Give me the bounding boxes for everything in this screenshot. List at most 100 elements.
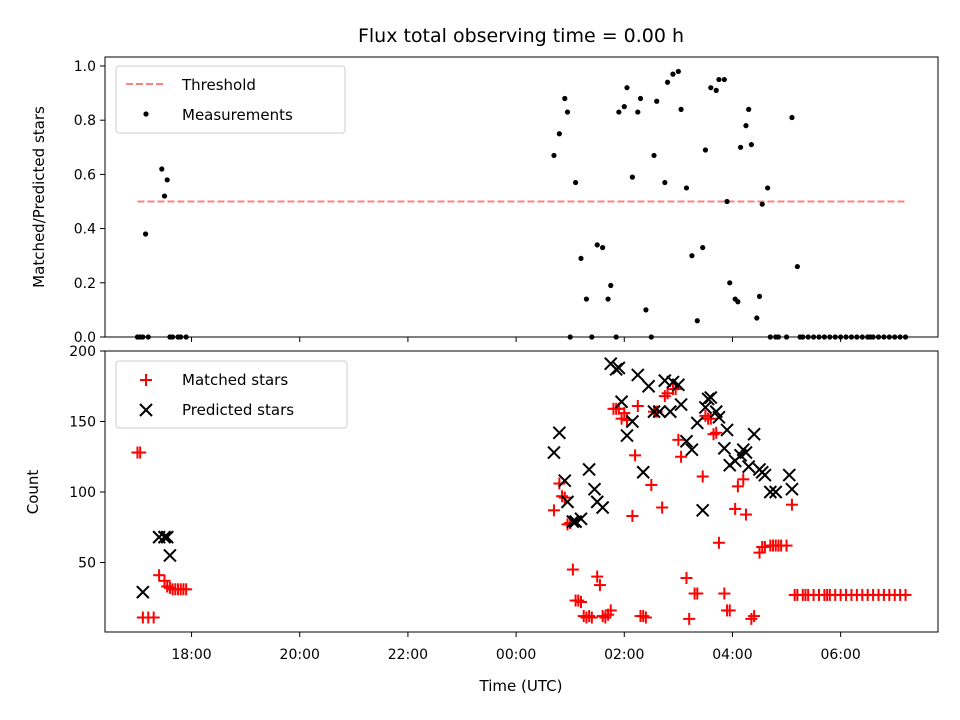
matched-star-point <box>547 504 560 517</box>
count-panel-y-axis: 50 100 150 200 <box>69 344 105 572</box>
measurement-point <box>637 95 644 102</box>
measurement-point <box>643 307 649 313</box>
measurement-point <box>683 185 690 191</box>
matched-star-point <box>758 540 771 553</box>
x-tick-label: 02:00 <box>604 647 644 663</box>
matched-star-point <box>604 604 617 617</box>
measurement-point <box>702 147 709 153</box>
predicted-star-point <box>582 462 596 477</box>
matched-star-point <box>899 588 912 601</box>
predicted-star-point <box>641 379 656 393</box>
matched-star-point <box>566 563 579 576</box>
measurement-point <box>843 334 849 340</box>
measurement-point <box>816 334 822 340</box>
matched-star-point <box>683 612 696 625</box>
measurement-point <box>142 231 149 237</box>
matched-star-point <box>629 449 642 462</box>
legend-measurements-label: Measurements <box>182 106 293 124</box>
measurement-point <box>664 79 671 85</box>
matched-star-point <box>672 433 685 446</box>
measurement-point <box>746 106 752 112</box>
count-panel-x-axis: 18:00 20:00 22:00 00:00 02:00 04:00 06:00 <box>171 632 861 663</box>
predicted-star-point <box>769 485 783 499</box>
matched-star-point <box>618 407 631 420</box>
measurement-point <box>775 334 782 340</box>
chart-title: Flux total observing time = 0.00 h <box>358 25 684 47</box>
predicted-star-point <box>136 585 150 599</box>
ratio-y-tick-label: 0.6 <box>74 167 96 183</box>
x-tick-label: 04:00 <box>712 647 752 663</box>
matched-star-point <box>699 409 712 422</box>
x-tick-label: 18:00 <box>171 647 211 663</box>
measurement-point <box>870 334 876 340</box>
predicted-star-point <box>157 530 172 544</box>
measurement-point <box>675 68 681 75</box>
measurement-point <box>616 109 622 115</box>
measurement-point <box>567 334 573 340</box>
predicted-star-point <box>698 400 713 415</box>
matched-star-point <box>558 491 571 504</box>
predicted-star-point <box>695 503 710 518</box>
ratio-legend: Threshold Measurements <box>115 65 346 134</box>
ratio-legend-box <box>115 65 346 134</box>
measurement-point <box>608 282 614 289</box>
predicted-star-point <box>647 404 661 419</box>
predicted-star-point <box>587 482 602 496</box>
count-y-tick-label: 150 <box>69 415 96 431</box>
matched-star-point <box>637 610 650 623</box>
measurement-point <box>145 334 151 340</box>
predicted-star-point <box>690 416 705 430</box>
matched-star-point <box>583 610 596 623</box>
predicted-star-point <box>595 500 610 515</box>
predicted-star-point <box>671 378 686 392</box>
predicted-star-point <box>614 395 629 409</box>
measurement-point <box>902 334 909 340</box>
legend-predicted-swatch <box>139 403 153 417</box>
measurement-point <box>556 131 562 137</box>
measurement-point <box>756 293 763 299</box>
measurement-point <box>621 104 627 110</box>
predicted-star-point <box>636 465 650 479</box>
matched-star-point <box>729 502 742 515</box>
matched-star-point <box>737 473 750 486</box>
predicted-star-point <box>741 459 756 474</box>
legend-matched-label: Matched stars <box>182 371 288 389</box>
measurement-point <box>854 334 860 340</box>
matched-star-point <box>631 399 644 412</box>
predicted-star-point <box>720 423 734 437</box>
legend-predicted-label: Predicted stars <box>182 401 294 419</box>
measurement-point <box>648 334 654 340</box>
measurement-point <box>743 123 749 129</box>
matched-star-point <box>153 569 166 582</box>
ratio-y-axis-label: Matched/Predicted stars <box>30 106 48 288</box>
matched-star-point <box>599 611 612 624</box>
matched-star-point <box>710 426 723 439</box>
predicted-star-point <box>558 474 572 488</box>
matched-star-point <box>658 390 671 403</box>
predicted-star-point <box>685 442 699 457</box>
measurement-point <box>754 315 760 321</box>
measurement-point <box>789 114 795 121</box>
measurement-point <box>140 334 146 340</box>
measurement-point <box>767 334 773 340</box>
matched-star-point <box>723 604 736 617</box>
measurement-point <box>689 253 695 259</box>
measurement-point <box>594 242 600 248</box>
measurement-point <box>875 334 882 340</box>
matched-star-point <box>572 594 585 607</box>
predicted-star-point <box>717 441 732 455</box>
matched-star-point <box>704 412 717 425</box>
count-panel: 50 100 150 200 18:00 20:00 22:00 00:00 02:00 04:… <box>24 344 939 695</box>
predicted-star-point <box>663 404 677 419</box>
predicted-star-point <box>574 512 588 526</box>
measurement-point <box>827 334 833 340</box>
measurement-point <box>183 334 189 340</box>
measurement-point <box>800 334 806 340</box>
measurement-point <box>670 71 676 77</box>
matched-star-point <box>780 539 793 552</box>
measurement-point <box>562 95 568 102</box>
ratio-panel: 0.0 0.2 0.4 0.6 0.8 1.0 Matched/Predicted sta… <box>30 56 939 346</box>
predicted-star-point <box>785 482 799 496</box>
predicted-star-point <box>612 361 626 375</box>
